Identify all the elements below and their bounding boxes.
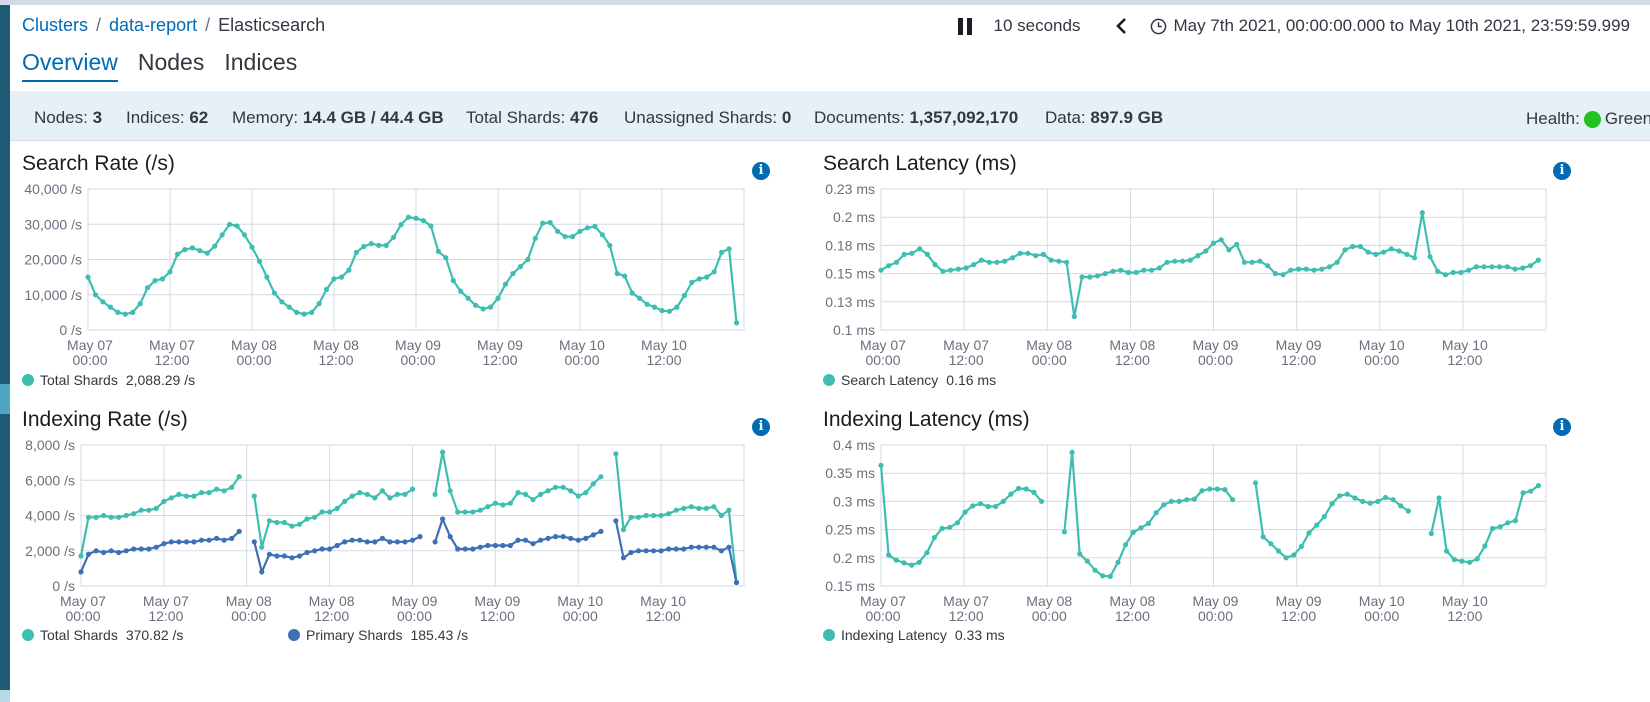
cluster-summary-bar: Nodes: 3 Indices: 62 Memory: 14.4 GB / 4… — [10, 91, 1650, 141]
pause-icon[interactable] — [957, 17, 972, 35]
legend-item[interactable]: Total Shards 2,088.29 /s — [22, 372, 195, 388]
summary-documents: Documents: 1,357,092,170 — [814, 108, 1019, 127]
legend-dot — [288, 629, 300, 641]
chevron-left-icon[interactable] — [1112, 16, 1132, 36]
legend-label: Total Shards — [40, 627, 118, 643]
time-controls: 10 seconds May 7th 2021, 00:00:00.000 to… — [957, 14, 1630, 38]
legend-item[interactable]: Primary Shards 185.43 /s — [288, 627, 468, 643]
legend-value: 0.33 ms — [954, 627, 1005, 643]
legend-label: Indexing Latency — [841, 627, 947, 643]
indexing-rate-chart: Indexing Rate (/s) i — [22, 408, 782, 653]
info-icon[interactable]: i — [752, 418, 770, 436]
breadcrumb-cluster-link[interactable]: data-report — [109, 15, 198, 35]
time-range[interactable]: May 7th 2021, 00:00:00.000 to May 10th 2… — [1173, 16, 1630, 35]
info-icon[interactable]: i — [752, 162, 770, 180]
clock-icon — [1151, 18, 1167, 34]
tab-bar: Overview Nodes Indices — [22, 49, 317, 82]
refresh-interval[interactable]: 10 seconds — [993, 16, 1081, 35]
summary-nodes: Nodes: 3 — [34, 108, 103, 127]
chart-title: Indexing Latency (ms) — [823, 408, 1030, 431]
chart-title: Indexing Rate (/s) — [22, 408, 188, 431]
side-navigation-bottom-marker — [0, 690, 10, 702]
legend-dot — [823, 629, 835, 641]
chart-title: Search Latency (ms) — [823, 152, 1017, 175]
legend-value: 2,088.29 /s — [125, 372, 196, 388]
legend-dot — [823, 374, 835, 386]
indexing-latency-chart: Indexing Latency (ms) i — [823, 408, 1650, 653]
legend-value: 0.16 ms — [946, 372, 997, 388]
legend-item[interactable]: Total Shards 370.82 /s — [22, 627, 183, 643]
chart-title: Search Rate (/s) — [22, 152, 175, 175]
side-navigation-active-marker — [0, 384, 10, 414]
breadcrumb: Clusters / data-report / Elasticsearch — [22, 15, 325, 36]
search-latency-chart: Search Latency (ms) i — [823, 152, 1650, 397]
legend-value: 185.43 /s — [410, 627, 469, 643]
tab-indices[interactable]: Indices — [224, 49, 298, 75]
summary-unassigned-shards: Unassigned Shards: 0 — [624, 108, 792, 127]
summary-memory: Memory: 14.4 GB / 44.4 GB — [232, 108, 444, 127]
tab-overview[interactable]: Overview — [22, 49, 118, 82]
window-top-border — [0, 0, 1650, 5]
summary-health: Health: Green — [1526, 109, 1650, 128]
breadcrumb-separator: / — [96, 15, 102, 35]
legend-dot — [22, 629, 34, 641]
legend-value: 370.82 /s — [125, 627, 184, 643]
info-icon[interactable]: i — [1553, 418, 1571, 436]
side-navigation-bar[interactable] — [0, 5, 10, 702]
summary-data: Data: 897.9 GB — [1045, 108, 1164, 127]
breadcrumb-separator: / — [205, 15, 211, 35]
breadcrumb-current: Elasticsearch — [218, 15, 326, 35]
summary-total-shards: Total Shards: 476 — [466, 108, 599, 127]
legend-item[interactable]: Indexing Latency 0.33 ms — [823, 627, 1005, 643]
search-rate-chart: Search Rate (/s) i — [22, 152, 782, 397]
legend-dot — [22, 374, 34, 386]
summary-indices: Indices: 62 — [126, 108, 209, 127]
legend-label: Primary Shards — [306, 627, 403, 643]
legend-label: Total Shards — [40, 372, 118, 388]
legend-label: Search Latency — [841, 372, 939, 388]
health-status-dot — [1583, 110, 1601, 128]
info-icon[interactable]: i — [1553, 162, 1571, 180]
legend-item[interactable]: Search Latency 0.16 ms — [823, 372, 996, 388]
tab-nodes[interactable]: Nodes — [137, 49, 205, 75]
breadcrumb-clusters-link[interactable]: Clusters — [22, 15, 89, 35]
